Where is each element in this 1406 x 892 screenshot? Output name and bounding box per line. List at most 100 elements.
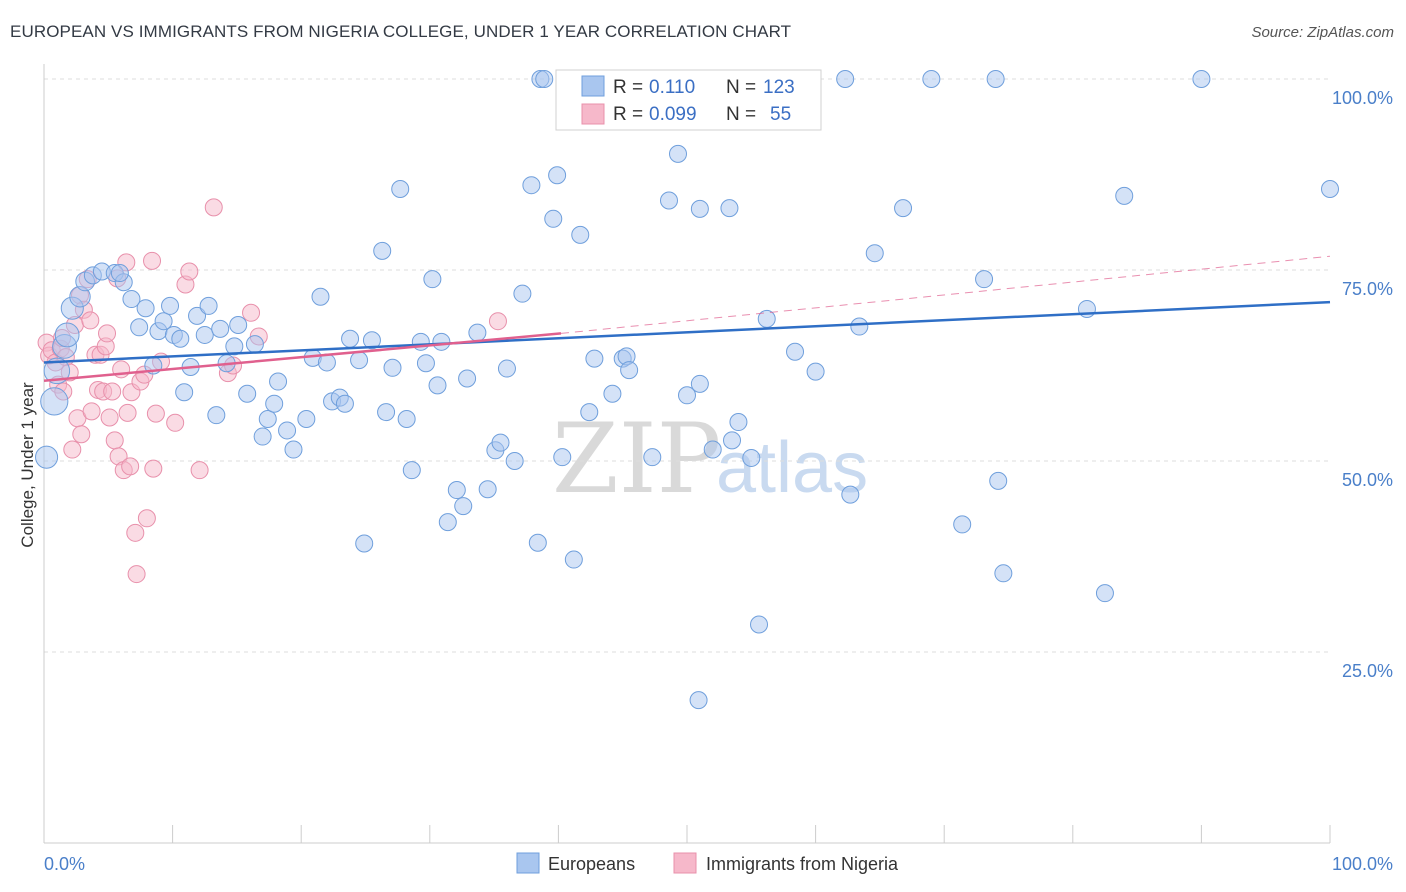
nigeria-point-32	[118, 403, 137, 422]
source-credit: Source: ZipAtlas.com	[1251, 24, 1394, 41]
x-tick-label-1: 100.0%	[1332, 854, 1393, 874]
europeans-point-31	[245, 335, 264, 354]
nigeria-trend-extension	[560, 255, 1331, 334]
bottom-legend-swatch-nigeria	[673, 852, 697, 874]
nigeria-point-42	[146, 404, 165, 423]
europeans-point-70	[513, 284, 532, 303]
europeans-point-48	[362, 331, 381, 350]
nigeria-point-39	[137, 509, 156, 528]
axes	[43, 64, 1331, 844]
europeans-point-80	[580, 403, 599, 422]
nigeria-point-25	[103, 382, 122, 401]
europeans-point-58	[428, 376, 447, 395]
nigeria-point-23	[98, 324, 117, 343]
europeans-point-53	[397, 409, 416, 428]
europeans-point-0	[35, 445, 59, 469]
legend-n-label-europeans: N =	[726, 77, 756, 98]
europeans-point-96	[729, 413, 748, 432]
europeans-point-2	[43, 357, 71, 385]
europeans-point-91	[690, 199, 709, 218]
europeans-point-71	[522, 176, 541, 195]
nigeria-point-36	[127, 565, 146, 584]
bottom-legend-swatch-europeans	[516, 852, 540, 874]
europeans-point-104	[841, 485, 860, 504]
europeans-point-54	[402, 461, 421, 480]
europeans-point-98	[750, 615, 769, 634]
europeans-point-122	[171, 329, 190, 348]
europeans-point-29	[229, 316, 248, 335]
europeans-point-116	[1115, 186, 1134, 205]
legend-swatch-nigeria	[581, 103, 605, 125]
europeans-point-45	[341, 329, 360, 348]
europeans-point-94	[720, 199, 739, 218]
europeans-point-109	[953, 515, 972, 534]
europeans-point-13	[130, 318, 149, 337]
europeans-point-83	[603, 384, 622, 403]
europeans-point-118	[1321, 180, 1339, 199]
nigeria-point-26	[105, 431, 124, 450]
nigeria-point-9	[63, 440, 82, 459]
legend-r-value-nigeria: 0.099	[649, 104, 697, 125]
europeans-point-74	[535, 70, 554, 88]
europeans-point-22	[188, 306, 207, 325]
europeans-point-52	[391, 180, 410, 199]
nigeria-point-41	[144, 459, 163, 478]
europeans-point-115	[1095, 584, 1114, 603]
europeans-point-34	[265, 394, 284, 413]
europeans-point-78	[564, 550, 583, 569]
europeans-point-26	[211, 319, 230, 338]
nigeria-point-35	[126, 523, 145, 542]
europeans-point-92	[690, 374, 709, 393]
nigeria-point-17	[82, 402, 101, 421]
europeans-point-12	[122, 290, 141, 309]
europeans-point-112	[989, 471, 1008, 490]
europeans-point-50	[377, 403, 396, 422]
europeans-point-56	[416, 354, 435, 373]
europeans-point-37	[284, 440, 303, 459]
nigeria-point-33	[121, 457, 140, 476]
watermark-zip: ZIP	[552, 403, 721, 515]
legend-n-value-nigeria: 55	[770, 104, 791, 125]
europeans-point-35	[269, 372, 288, 391]
europeans-point-57	[423, 270, 442, 289]
y-tick-label-1: 50.0%	[1342, 470, 1393, 490]
europeans-point-89	[678, 386, 696, 405]
europeans-point-64	[468, 323, 487, 342]
europeans-point-86	[643, 448, 662, 467]
europeans-point-76	[548, 166, 567, 185]
trend-lines	[43, 255, 1331, 383]
europeans-point-47	[355, 534, 374, 553]
europeans-point-108	[922, 70, 941, 88]
europeans-point-25	[207, 406, 226, 425]
europeans-point-75	[544, 209, 563, 228]
europeans-point-97	[742, 448, 761, 467]
nigeria-point-40	[143, 251, 162, 270]
europeans-point-81	[585, 349, 604, 368]
europeans-point-101	[786, 342, 805, 361]
y-tick-label-2: 75.0%	[1342, 279, 1393, 299]
europeans-point-60	[438, 513, 457, 532]
europeans-point-67	[491, 433, 510, 452]
europeans-point-121	[110, 264, 129, 283]
nigeria-trend-line	[43, 332, 562, 383]
nigeria-point-44	[166, 413, 185, 432]
europeans-point-105	[850, 317, 869, 336]
europeans-point-46	[350, 351, 369, 370]
europeans-point-49	[373, 241, 392, 260]
europeans-point-79	[571, 225, 590, 244]
europeans-point-120	[620, 361, 639, 380]
europeans-point-102	[806, 362, 825, 381]
europeans-point-40	[311, 287, 330, 306]
europeans-point-32	[253, 427, 272, 446]
europeans-point-36	[278, 421, 297, 440]
nigeria-point-24	[100, 408, 119, 427]
bottom-legend-label-europeans: Europeans	[548, 854, 635, 874]
europeans-point-4	[54, 322, 80, 348]
tick-labels: 25.0% 50.0% 75.0% 100.0% 0.0% 100.0%	[44, 88, 1393, 874]
legend-n-label-nigeria: N =	[726, 104, 756, 125]
europeans-point-38	[297, 409, 316, 428]
europeans-point-18	[161, 296, 180, 315]
europeans-point-95	[723, 431, 742, 450]
europeans-point-117	[1192, 70, 1211, 88]
